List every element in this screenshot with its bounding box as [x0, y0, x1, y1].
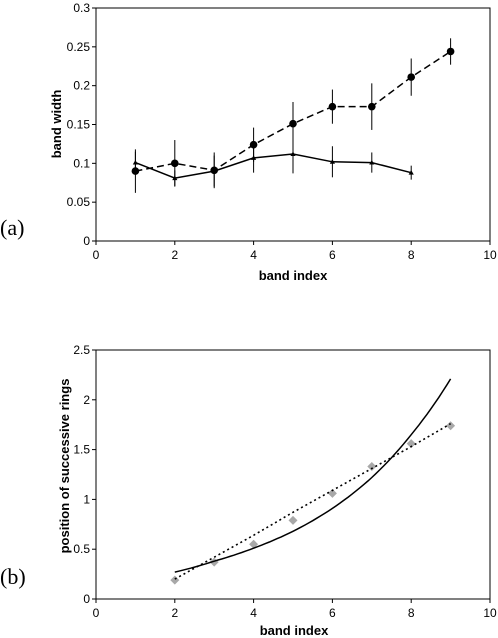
data-point-diamond — [327, 488, 337, 498]
x-tick-label: 4 — [250, 248, 257, 262]
panel-label-b: (b) — [0, 564, 26, 589]
plot-frame-b — [95, 349, 491, 600]
x-axis-label-b: band index — [260, 623, 329, 638]
y-tick-label: 0.3 — [73, 1, 90, 15]
x-tick-label: 6 — [329, 606, 336, 620]
data-point-diamond — [446, 421, 456, 431]
data-point-circle — [171, 159, 179, 168]
y-tick-label: 1 — [83, 492, 90, 506]
x-tick-label: 2 — [171, 606, 178, 620]
y-tick-label: 2.5 — [73, 343, 90, 357]
data-point-triangle — [132, 159, 138, 165]
x-tick-label: 8 — [408, 248, 415, 262]
y-axis-label-b: position of successive rings — [57, 379, 72, 554]
x-tick-label: 6 — [329, 248, 336, 262]
y-tick-label: 0 — [83, 234, 90, 248]
data-point-diamond — [170, 575, 180, 585]
x-tick-label: 0 — [93, 248, 100, 262]
data-point-triangle — [251, 155, 257, 160]
data-point-circle — [328, 102, 337, 111]
data-point-circle — [289, 119, 297, 128]
x-axis-label-a: band index — [259, 268, 328, 283]
x-tick-label: 8 — [408, 606, 415, 620]
x-tick-label: 10 — [483, 606, 497, 620]
chart-panel-b: (b) band index position of successive ri… — [0, 343, 497, 638]
y-tick-label: 0.2 — [73, 79, 90, 93]
y-axis-label-a: band width — [49, 90, 64, 159]
y-tick-label: 0.05 — [67, 195, 91, 209]
data-point-diamond — [367, 462, 377, 472]
x-tick-label: 4 — [250, 606, 257, 620]
trend-line-dotted — [174, 423, 452, 580]
y-tick-label: 2 — [83, 393, 90, 407]
data-point-triangle — [329, 159, 335, 164]
data-point-diamond — [249, 539, 259, 549]
data-point-circle — [407, 73, 416, 81]
data-point-diamond — [406, 439, 416, 449]
series-line — [135, 153, 412, 179]
y-tick-label: 0.5 — [73, 542, 90, 556]
y-tick-label: 1.5 — [73, 443, 90, 457]
data-point-triangle — [290, 151, 296, 157]
fit-curve-solid — [174, 378, 452, 573]
y-tick-label: 0.25 — [67, 40, 91, 54]
x-tick-label: 2 — [171, 248, 178, 262]
panel-label-a: (a) — [0, 215, 24, 240]
data-point-circle — [368, 102, 376, 111]
data-point-circle — [446, 47, 455, 56]
data-point-triangle — [408, 170, 414, 175]
data-point-diamond — [288, 515, 298, 525]
chart-panel-a: (a) band index band width 0 2 4 6 8 10 0 0.05 0… — [0, 1, 497, 283]
data-point-triangle — [369, 159, 375, 165]
data-point-triangle — [211, 168, 217, 174]
plot-frame-a — [95, 7, 491, 242]
y-tick-label: 0 — [83, 592, 90, 606]
y-tick-label: 0.1 — [73, 156, 90, 170]
x-tick-label: 10 — [483, 248, 497, 262]
x-tick-label: 0 — [93, 606, 100, 620]
y-tick-label: 0.15 — [67, 118, 91, 132]
data-point-triangle — [172, 175, 178, 181]
